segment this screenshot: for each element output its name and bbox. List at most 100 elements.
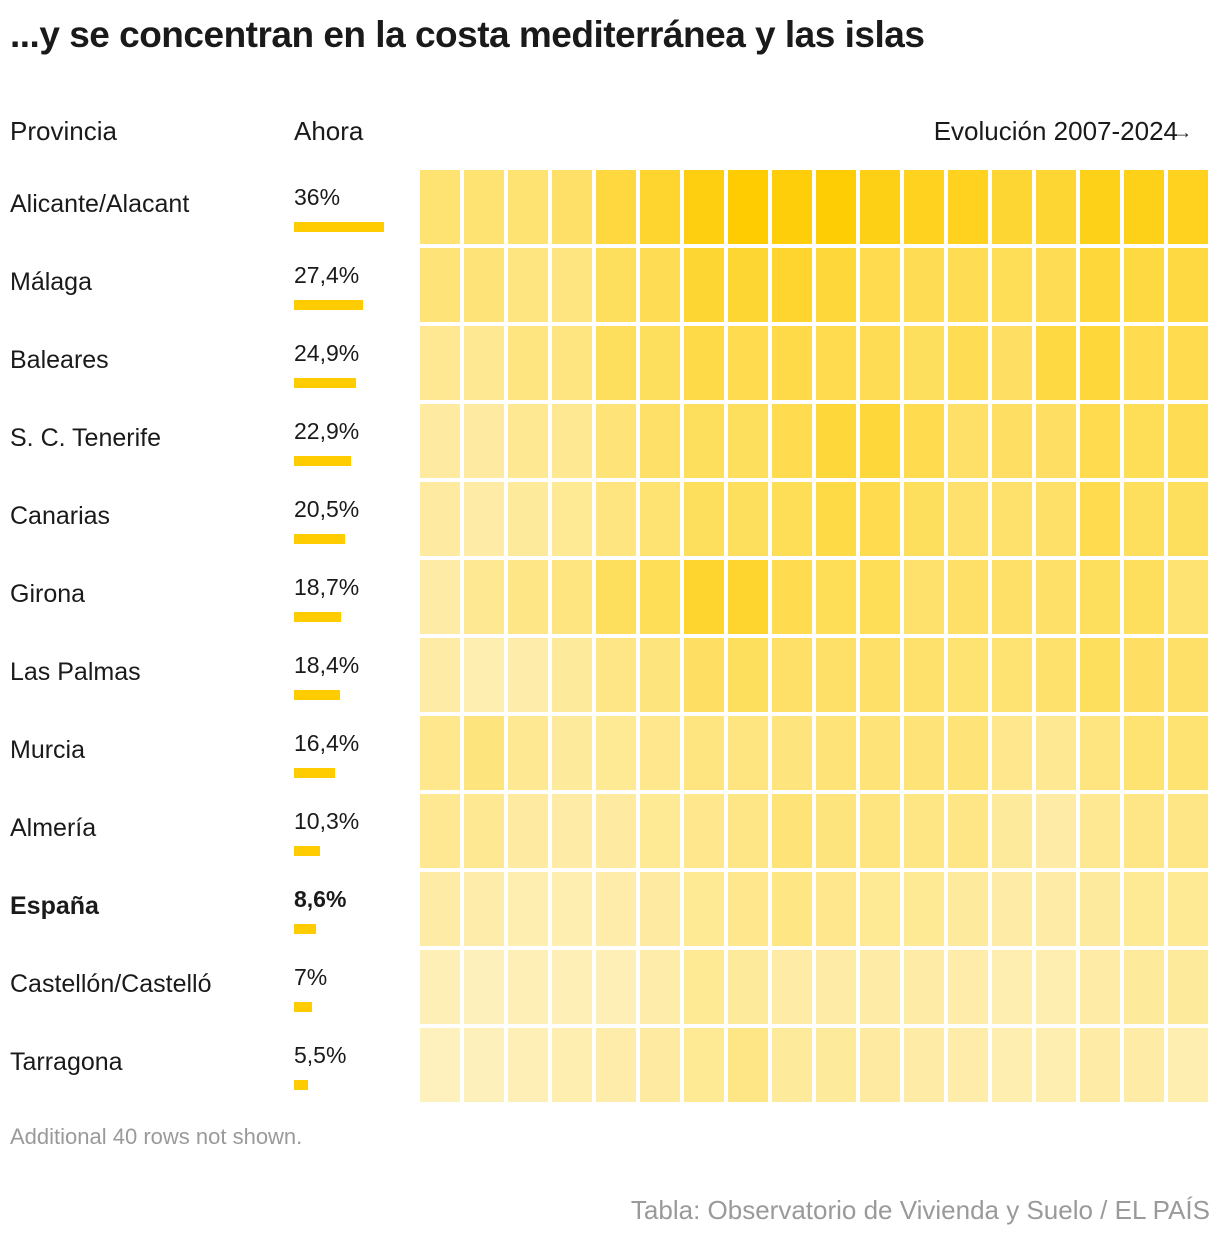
- heatmap-cell: [816, 716, 856, 790]
- heatmap-cell: [420, 404, 460, 478]
- heatmap-cell: [948, 404, 988, 478]
- heatmap-cell: [1036, 326, 1076, 400]
- heatmap-cell: [596, 482, 636, 556]
- row-label: Canarias: [10, 502, 111, 530]
- heatmap-cell: [420, 872, 460, 946]
- row-label: S. C. Tenerife: [10, 424, 162, 452]
- heatmap-cell: [640, 482, 680, 556]
- row-value: 22,9%: [294, 418, 360, 444]
- heatmap-cell: [1168, 560, 1208, 634]
- heatmap-cell: [1124, 716, 1164, 790]
- heatmap-cell: [948, 248, 988, 322]
- row-label: Málaga: [10, 268, 92, 296]
- heatmap-cell: [816, 326, 856, 400]
- row-bar: [294, 1002, 312, 1012]
- heatmap-cell: [420, 482, 460, 556]
- heatmap-cell: [904, 248, 944, 322]
- heatmap-cell: [772, 170, 812, 244]
- heatmap-cell: [464, 482, 504, 556]
- heatmap-cell: [772, 716, 812, 790]
- row-value: 16,4%: [294, 730, 360, 756]
- row-label: Las Palmas: [10, 658, 141, 686]
- heatmap-cell: [728, 716, 768, 790]
- heatmap-cell: [640, 1028, 680, 1102]
- heatmap-cell: [1036, 482, 1076, 556]
- column-header-province: Provincia: [10, 116, 117, 146]
- heatmap-cell: [816, 170, 856, 244]
- row-label: Castellón/Castelló: [10, 970, 212, 998]
- heatmap-cell: [1124, 248, 1164, 322]
- heatmap-cell: [860, 950, 900, 1024]
- heatmap-cell: [992, 404, 1032, 478]
- row-bar: [294, 768, 335, 778]
- row-value: 18,7%: [294, 574, 360, 600]
- heatmap-cell: [1080, 638, 1120, 712]
- heatmap-cell: [1036, 1028, 1076, 1102]
- heatmap-cell: [640, 794, 680, 868]
- heatmap-cell: [596, 716, 636, 790]
- heatmap-cell: [948, 1028, 988, 1102]
- heatmap-cell: [552, 638, 592, 712]
- heatmap-cell: [1168, 326, 1208, 400]
- heatmap-cell: [1036, 560, 1076, 634]
- heatmap-cell: [904, 482, 944, 556]
- heatmap-cell: [728, 872, 768, 946]
- heatmap-cell: [640, 560, 680, 634]
- heatmap-cell: [596, 170, 636, 244]
- heatmap-cell: [420, 950, 460, 1024]
- heatmap-cell: [684, 560, 724, 634]
- row-value: 18,4%: [294, 652, 360, 678]
- chart-title: ...y se concentran en la costa mediterrá…: [10, 14, 925, 55]
- heatmap-cell: [640, 716, 680, 790]
- heatmap-cell: [904, 794, 944, 868]
- heatmap-cell: [728, 1028, 768, 1102]
- heatmap-cell: [1124, 1028, 1164, 1102]
- heatmap-cell: [772, 560, 812, 634]
- heatmap-cell: [464, 326, 504, 400]
- heatmap-cell: [1168, 248, 1208, 322]
- heatmap-cell: [1168, 482, 1208, 556]
- heatmap-cell: [552, 794, 592, 868]
- heatmap-cell: [552, 482, 592, 556]
- heatmap-cell: [992, 950, 1032, 1024]
- heatmap-cell: [464, 248, 504, 322]
- row-value: 10,3%: [294, 808, 360, 834]
- heatmap-cell: [992, 872, 1032, 946]
- heatmap-cell: [464, 950, 504, 1024]
- heatmap-cell: [1036, 872, 1076, 946]
- heatmap-cell: [552, 326, 592, 400]
- row-bar: [294, 456, 352, 466]
- heatmap-cell: [992, 326, 1032, 400]
- heatmap-cell: [1036, 716, 1076, 790]
- heatmap-cell: [728, 404, 768, 478]
- heatmap-cell: [684, 716, 724, 790]
- rows-not-shown-note: Additional 40 rows not shown.: [10, 1124, 303, 1149]
- column-header-evolution: Evolución 2007-2024: [933, 116, 1178, 146]
- heatmap-cell: [772, 872, 812, 946]
- heatmap-cell: [772, 482, 812, 556]
- heatmap-cell: [860, 326, 900, 400]
- heatmap-cell: [1036, 794, 1076, 868]
- heatmap-cell: [728, 482, 768, 556]
- heatmap-cell: [596, 326, 636, 400]
- heatmap-cell: [728, 950, 768, 1024]
- heatmap-cell: [904, 716, 944, 790]
- heatmap-cell: [816, 1028, 856, 1102]
- heatmap-cell: [992, 248, 1032, 322]
- heatmap-cell: [816, 638, 856, 712]
- heatmap-cell: [948, 794, 988, 868]
- heatmap-cell: [684, 638, 724, 712]
- heatmap-cell: [728, 248, 768, 322]
- heatmap-cell: [948, 872, 988, 946]
- heatmap-cell: [684, 482, 724, 556]
- heatmap-cell: [772, 950, 812, 1024]
- heatmap-cell: [464, 638, 504, 712]
- heatmap-cell: [684, 1028, 724, 1102]
- heatmap-cell: [904, 404, 944, 478]
- heatmap-cell: [596, 950, 636, 1024]
- row-label: Almería: [10, 814, 97, 842]
- row-bar: [294, 534, 346, 544]
- heatmap-cell: [1168, 170, 1208, 244]
- heatmap-cell: [772, 638, 812, 712]
- heatmap-cell: [420, 716, 460, 790]
